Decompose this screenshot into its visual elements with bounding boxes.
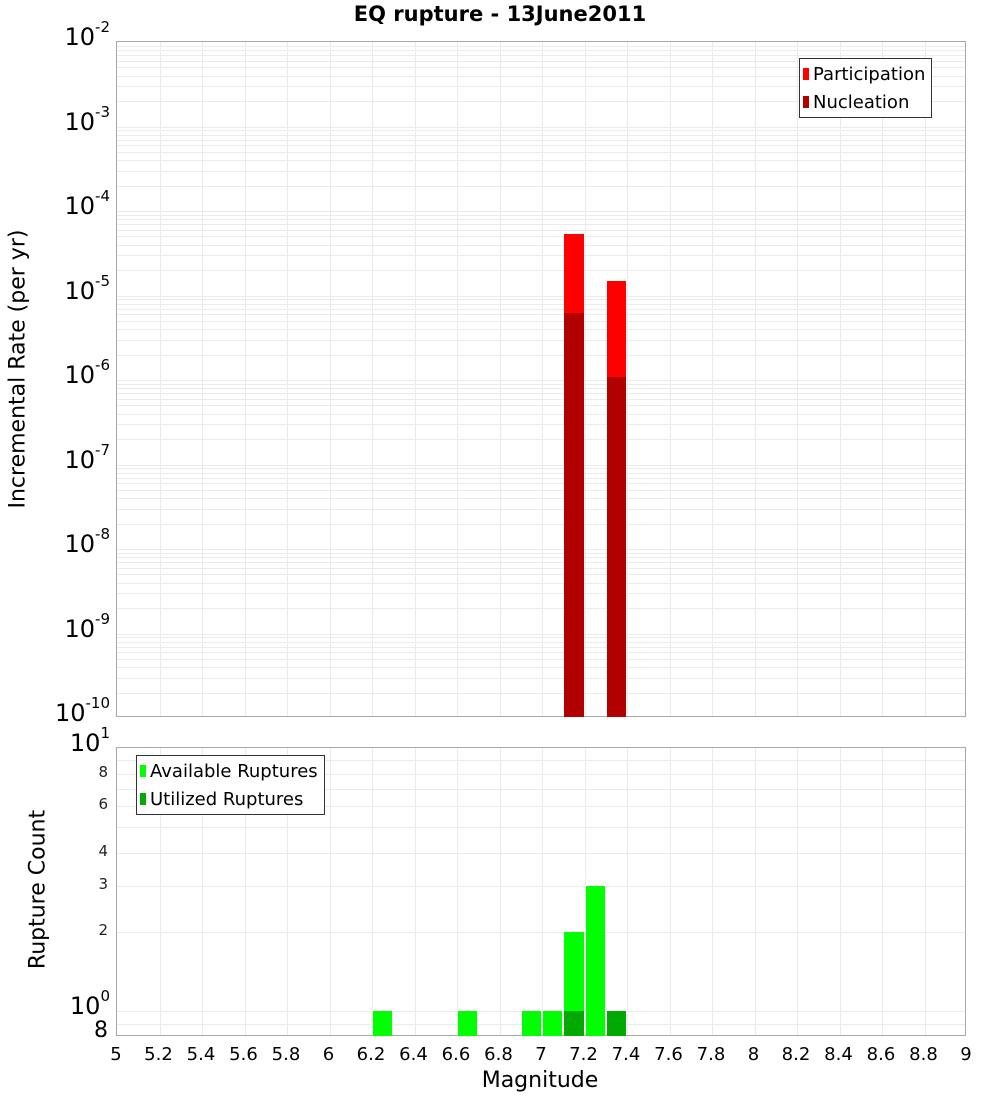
gridline: [457, 42, 458, 716]
y-tick-label: 10-9: [10, 614, 110, 643]
rate-plot-area: [116, 41, 966, 717]
x-tick-label: 9: [946, 1044, 986, 1065]
gridline: [500, 42, 501, 716]
legend-label: Participation: [813, 64, 925, 85]
gridline: [415, 42, 416, 716]
gridline: [330, 42, 331, 716]
gridline: [160, 42, 161, 716]
x-tick-label: 6.4: [394, 1044, 434, 1065]
y-tick-label: 101: [10, 728, 110, 757]
gridline: [287, 42, 288, 716]
y-tick-label: 10-2: [10, 22, 110, 51]
x-tick-label: 7.6: [649, 1044, 689, 1065]
gridline: [627, 748, 628, 1035]
participation-swatch-icon: [803, 68, 809, 80]
y-bottom-tick-label: 8: [8, 1018, 108, 1043]
gridline: [797, 42, 798, 716]
legend-label: Available Ruptures: [150, 761, 318, 782]
gridline: [840, 42, 841, 716]
rate-legend: Participation Nucleation: [799, 58, 932, 118]
x-tick-label: 6.2: [351, 1044, 391, 1065]
gridline: [627, 42, 628, 716]
x-tick-label: 7.4: [606, 1044, 646, 1065]
y-minor-tick-label: 2: [8, 921, 108, 939]
y-tick-label: 10-8: [10, 529, 110, 558]
x-tick-label: 7.2: [564, 1044, 604, 1065]
x-tick-label: 7.8: [691, 1044, 731, 1065]
x-tick-label: 5.4: [181, 1044, 221, 1065]
gridline: [925, 748, 926, 1035]
x-tick-label: 6.8: [479, 1044, 519, 1065]
y-minor-tick-label: 4: [8, 842, 108, 860]
x-tick-label: 7: [521, 1044, 561, 1065]
x-axis-label: Magnitude: [440, 1068, 640, 1093]
legend-item-nucleation: Nucleation: [803, 88, 925, 116]
gridline: [670, 748, 671, 1035]
gridline: [585, 42, 586, 716]
y-minor-tick-label: 8: [8, 763, 108, 781]
y-tick-label: 100: [10, 991, 110, 1020]
x-tick-label: 8.4: [819, 1044, 859, 1065]
gridline: [797, 748, 798, 1035]
x-tick-label: 6.6: [436, 1044, 476, 1065]
nucleation-swatch-icon: [803, 96, 809, 108]
count-legend: Available Ruptures Utilized Ruptures: [136, 755, 325, 815]
legend-label: Utilized Ruptures: [150, 789, 303, 810]
utilized-bar: [564, 1011, 583, 1036]
gridline: [670, 42, 671, 716]
gridline: [882, 42, 883, 716]
gridline: [415, 748, 416, 1035]
legend-item-utilized: Utilized Ruptures: [140, 785, 318, 813]
available-swatch-icon: [140, 765, 146, 777]
y-minor-tick-label: 6: [8, 795, 108, 813]
rate-y-axis-label: Incremental Rate (per yr): [6, 249, 31, 509]
chart-title: EQ rupture - 13June2011: [0, 2, 1000, 26]
count-y-axis-label: Rupture Count: [26, 810, 51, 970]
x-tick-label: 8: [734, 1044, 774, 1065]
nucleation-bar: [607, 377, 626, 717]
available-bar: [522, 1011, 541, 1036]
utilized-bar: [607, 1011, 626, 1036]
available-bar: [373, 1011, 392, 1036]
y-minor-tick-label: 3: [8, 875, 108, 893]
gridline: [372, 42, 373, 716]
available-bar: [458, 1011, 477, 1036]
legend-item-participation: Participation: [803, 60, 925, 88]
gridline: [372, 748, 373, 1035]
x-tick-label: 5.6: [224, 1044, 264, 1065]
x-tick-label: 8.6: [861, 1044, 901, 1065]
gridline: [712, 42, 713, 716]
gridline: [712, 748, 713, 1035]
nucleation-bar: [564, 313, 583, 717]
utilized-swatch-icon: [140, 793, 146, 805]
x-tick-label: 5: [96, 1044, 136, 1065]
gridline: [245, 42, 246, 716]
x-tick-label: 5.2: [139, 1044, 179, 1065]
legend-label: Nucleation: [813, 92, 909, 113]
available-bar: [586, 886, 605, 1036]
y-tick-label: 10-3: [10, 107, 110, 136]
x-tick-label: 8.8: [904, 1044, 944, 1065]
x-tick-label: 5.8: [266, 1044, 306, 1065]
gridline: [755, 42, 756, 716]
gridline: [542, 42, 543, 716]
gridline: [457, 748, 458, 1035]
y-tick-label: 10-10: [10, 698, 110, 727]
available-bar: [543, 1011, 562, 1036]
gridline: [202, 42, 203, 716]
gridline: [882, 748, 883, 1035]
gridline: [542, 748, 543, 1035]
gridline: [330, 748, 331, 1035]
gridline: [500, 748, 501, 1035]
gridline: [840, 748, 841, 1035]
x-tick-label: 6: [309, 1044, 349, 1065]
gridline: [755, 748, 756, 1035]
gridline: [925, 42, 926, 716]
y-tick-label: 10-4: [10, 191, 110, 220]
legend-item-available: Available Ruptures: [140, 757, 318, 785]
x-tick-label: 8.2: [776, 1044, 816, 1065]
